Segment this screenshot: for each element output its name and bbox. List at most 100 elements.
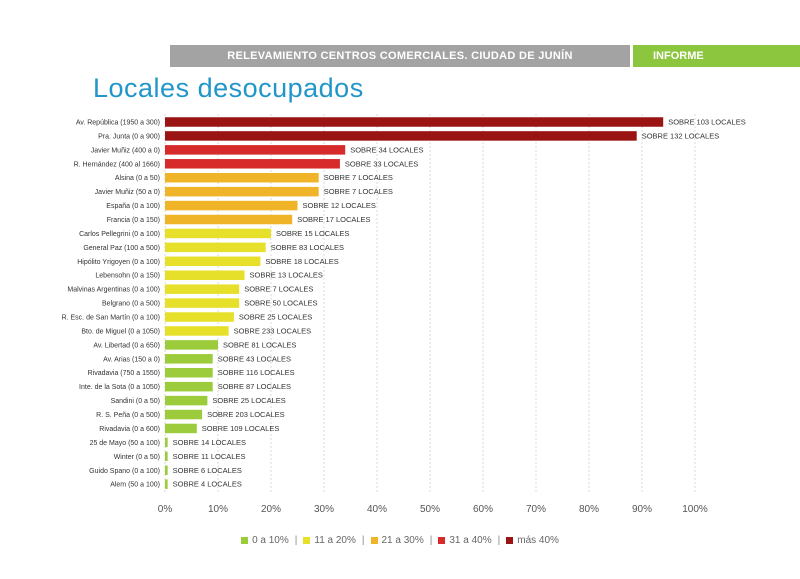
x-tick-labels: 0% 10% 20% 30% 40% 50% 60% 70% 80% 90% 100%: [158, 504, 708, 515]
bar: [165, 256, 261, 267]
value-label: SOBRE 81 LOCALES: [223, 340, 296, 349]
bar: [165, 423, 197, 434]
x-tick-label: 40%: [367, 504, 387, 515]
value-label: SOBRE 12 LOCALES: [303, 201, 376, 210]
value-label: SOBRE 83 LOCALES: [271, 243, 344, 252]
bar: [165, 381, 213, 392]
bar: [165, 145, 346, 155]
value-label: SOBRE 18 LOCALES: [265, 257, 338, 266]
category-label: Belgrano (0 a 500): [102, 301, 160, 308]
value-label: SOBRE 15 LOCALES: [276, 229, 349, 238]
category-label: Alsina (0 a 50): [115, 175, 160, 182]
bar: [165, 270, 245, 280]
bar: [165, 367, 213, 378]
value-label: SOBRE 103 LOCALES: [668, 118, 746, 127]
value-label: SOBRE 50 LOCALES: [244, 299, 317, 308]
bar-chart: Av. República (1950 a 300) Pra. Junta (0 …: [62, 114, 746, 515]
category-label: Rivadavia (0 a 600): [99, 426, 160, 433]
legend-label: 21 a 30%: [381, 535, 424, 546]
bar: [165, 326, 229, 336]
category-label: Lebensohn (0 a 150): [95, 273, 160, 280]
bar: [165, 131, 637, 141]
value-label: SOBRE 203 LOCALES: [207, 410, 285, 419]
category-label: Carlos Pellegrini (0 a 100): [79, 231, 160, 238]
value-label: SOBRE 17 LOCALES: [297, 215, 370, 224]
legend-swatch: [506, 536, 514, 544]
page-title: Locales desocupados: [93, 73, 364, 103]
bars: [165, 117, 664, 489]
value-label: SOBRE 25 LOCALES: [239, 313, 312, 322]
bar: [165, 479, 168, 489]
legend-label: 31 a 40%: [449, 535, 492, 546]
legend: 0 a 10% | 11 a 20% | 21 a 30% | 31 a 40% | más 4…: [0, 535, 800, 546]
x-tick-label: 60%: [473, 504, 493, 515]
legend-swatch: [370, 536, 378, 544]
bar: [165, 312, 234, 322]
value-labels: SOBRE 103 LOCALES SOBRE 132 LOCALES SOBRE …: [173, 118, 746, 489]
category-label: R. Esc. de San Martín (0 a 100): [62, 315, 160, 322]
x-tick-label: 0%: [158, 504, 173, 515]
bar: [165, 159, 340, 169]
value-label: SOBRE 116 LOCALES: [218, 368, 295, 377]
category-label: Hipólito Yrigoyen (0 a 100): [77, 259, 160, 266]
x-tick-label: 30%: [314, 504, 334, 515]
legend-item: 31 a 40%: [438, 535, 492, 546]
bar: [165, 228, 271, 239]
legend-item: 0 a 10%: [241, 535, 289, 546]
bar: [165, 242, 266, 253]
category-label: R. S. Peña (0 a 500): [96, 412, 160, 419]
bar: [165, 451, 168, 462]
category-label: General Paz (100 a 500): [83, 245, 160, 252]
header-tag-label: INFORME: [653, 50, 704, 62]
category-label: Pra. Junta (0 a 900): [98, 133, 160, 140]
bar: [165, 214, 293, 225]
value-label: SOBRE 43 LOCALES: [218, 354, 291, 363]
category-label: Winter (0 a 50): [114, 454, 160, 461]
value-label: SOBRE 132 LOCALES: [642, 131, 720, 140]
bar: [165, 284, 240, 294]
x-tick-label: 10%: [208, 504, 228, 515]
value-label: SOBRE 4 LOCALES: [173, 480, 242, 489]
bar: [165, 465, 168, 475]
bar: [165, 409, 203, 420]
category-label: Av. Arias (150 a 0): [103, 356, 160, 363]
value-label: SOBRE 33 LOCALES: [345, 159, 418, 168]
category-label: R. Hernández (400 al 1660): [74, 161, 160, 168]
category-label: Rivadavia (750 a 1550): [88, 370, 160, 377]
bar: [165, 340, 218, 350]
value-label: SOBRE 7 LOCALES: [324, 173, 393, 182]
legend-swatch: [438, 536, 446, 544]
value-label: SOBRE 25 LOCALES: [212, 396, 285, 405]
value-label: SOBRE 34 LOCALES: [350, 145, 423, 154]
x-tick-label: 70%: [526, 504, 546, 515]
value-label: SOBRE 233 LOCALES: [234, 326, 312, 335]
header-tag: INFORME: [633, 45, 800, 67]
header-title: RELEVAMIENTO CENTROS COMERCIALES. CIUDAD…: [227, 50, 573, 62]
bar: [165, 117, 664, 127]
category-label: Av. Libertad (0 a 650): [93, 342, 160, 349]
value-label: SOBRE 109 LOCALES: [202, 424, 280, 433]
legend-separator: |: [294, 535, 298, 546]
x-tick-label: 20%: [261, 504, 281, 515]
category-label: Francia (0 a 150): [107, 217, 160, 224]
category-labels: Av. República (1950 a 300) Pra. Junta (0 …: [62, 120, 160, 489]
legend-separator: |: [361, 535, 365, 546]
legend-label: 11 a 20%: [314, 535, 356, 546]
value-label: SOBRE 7 LOCALES: [244, 285, 313, 294]
legend-separator: |: [497, 535, 501, 546]
value-label: SOBRE 6 LOCALES: [173, 466, 242, 475]
category-label: Guido Spano (0 a 100): [89, 468, 160, 475]
category-label: Javier Muñiz (400 a 0): [91, 147, 160, 154]
legend-swatch: [303, 536, 311, 544]
category-label: Javier Muñiz (50 a 0): [95, 189, 160, 196]
category-label: Malvinas Argentinas (0 a 100): [67, 287, 160, 294]
bar: [165, 395, 208, 406]
value-label: SOBRE 13 LOCALES: [250, 271, 323, 280]
x-tick-label: 80%: [579, 504, 599, 515]
value-label: SOBRE 7 LOCALES: [324, 187, 393, 196]
category-label: Alem (50 a 100): [110, 482, 160, 489]
category-label: España (0 a 100): [106, 203, 160, 210]
category-label: Av. República (1950 a 300): [76, 120, 160, 127]
legend-label: más 40%: [517, 535, 559, 546]
category-label: 25 de Mayo (50 a 100): [90, 440, 160, 447]
